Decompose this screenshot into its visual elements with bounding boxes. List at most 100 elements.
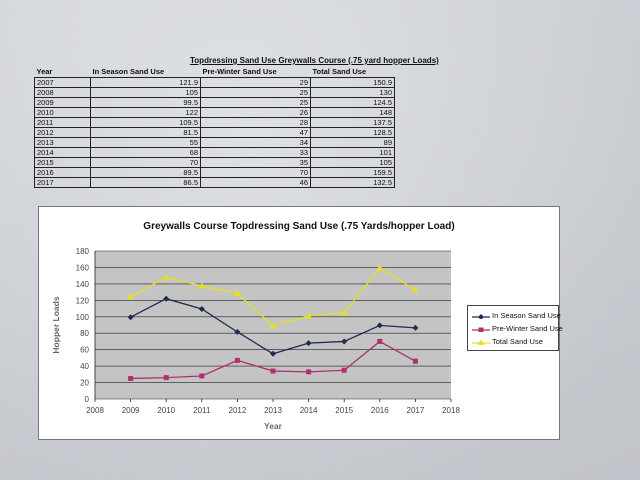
x-axis-label: Year — [264, 421, 283, 431]
legend-label: In Season Sand Use — [492, 311, 561, 320]
legend-marker — [472, 339, 490, 345]
cell-year: 2010 — [34, 107, 91, 118]
cell-year: 2015 — [34, 157, 91, 168]
cell-pre-winter: 29 — [200, 77, 311, 88]
series-2-point — [234, 357, 240, 363]
legend-item: In Season Sand Use — [470, 310, 561, 322]
table-row: 2009 99.5 25 124.5 — [34, 97, 395, 108]
cell-total: 105 — [310, 157, 395, 168]
chart-legend: In Season Sand Use Pre-Winter Sand Use Tot… — [467, 305, 563, 351]
cell-in-season: 86.5 — [90, 177, 201, 188]
y-tick-label: 100 — [76, 313, 90, 322]
cell-in-season: 89.5 — [90, 167, 201, 178]
cell-year: 2016 — [34, 167, 91, 178]
y-tick-label: 180 — [76, 247, 90, 256]
y-tick-label: 80 — [80, 329, 89, 338]
cell-total: 124.5 — [310, 97, 395, 108]
chart-title: Greywalls Course Topdressing Sand Use (.… — [143, 221, 454, 232]
series-3-point — [162, 273, 170, 280]
table-row: 2010 122 26 148 — [34, 107, 395, 118]
series-3-point — [233, 289, 241, 296]
table-header-row: Year In Season Sand Use Pre-Winter Sand … — [35, 66, 395, 78]
series-3-point — [376, 264, 384, 271]
table-title: Topdressing Sand Use Greywalls Course (.… — [190, 56, 439, 65]
cell-total: 128.5 — [310, 127, 395, 138]
table-row: 2008 105 25 130 — [34, 87, 395, 98]
series-3-point — [127, 293, 135, 300]
series-2-point — [128, 375, 134, 381]
table-row: 2014 68 33 101 — [34, 147, 395, 158]
cell-in-season: 70 — [90, 157, 201, 168]
cell-total: 150.9 — [310, 77, 395, 88]
table-row: 2011 109.5 28 137.5 — [34, 117, 395, 128]
header-in-season: In Season Sand Use — [92, 67, 165, 76]
legend-label: Pre-Winter Sand Use — [492, 324, 563, 333]
cell-pre-winter: 25 — [200, 87, 311, 98]
cell-in-season: 109.5 — [90, 117, 201, 128]
x-tick-label: 2008 — [86, 406, 104, 415]
cell-year: 2008 — [34, 87, 91, 98]
series-1-point — [163, 295, 170, 302]
legend-marker — [472, 314, 490, 319]
x-tick-label: 2017 — [407, 406, 425, 415]
header-pre-winter: Pre-Winter Sand Use — [202, 67, 277, 76]
x-tick-label: 2018 — [442, 406, 460, 415]
legend-item: Pre-Winter Sand Use — [470, 323, 563, 335]
cell-total: 89 — [310, 137, 395, 148]
series-2-point — [163, 375, 169, 381]
table-row: 2007 121.9 29 150.9 — [34, 77, 395, 88]
series-3-point — [305, 312, 313, 319]
cell-pre-winter: 35 — [200, 157, 311, 168]
y-tick-label: 120 — [76, 296, 90, 305]
series-1-point — [341, 338, 348, 345]
cell-pre-winter: 47 — [200, 127, 311, 138]
series-1-point — [198, 305, 205, 312]
table-body: 2007 121.9 29 150.9 2008 105 25 130 2009 99.5 25 12… — [34, 77, 395, 188]
series-3-point — [411, 286, 419, 293]
series-3-point — [340, 309, 348, 316]
header-year: Year — [36, 67, 53, 76]
series-2-point — [199, 373, 205, 379]
legend-label: Total Sand Use — [492, 337, 543, 346]
series-2-point — [306, 369, 312, 375]
series-1-point — [412, 324, 419, 331]
table-row: 2013 55 34 89 — [34, 137, 395, 148]
series-2-point — [412, 358, 418, 364]
table-row: 2012 81.5 47 128.5 — [34, 127, 395, 138]
cell-total: 101 — [310, 147, 395, 158]
cell-total: 130 — [310, 87, 395, 98]
y-axis-label: Hopper Loads — [51, 296, 61, 353]
cell-total: 132.5 — [310, 177, 395, 188]
y-tick-label: 160 — [76, 263, 90, 272]
x-tick-label: 2016 — [371, 406, 389, 415]
cell-in-season: 55 — [90, 137, 201, 148]
y-tick-label: 20 — [80, 379, 89, 388]
table-row: 2016 89.5 70 159.5 — [34, 167, 395, 178]
cell-pre-winter: 33 — [200, 147, 311, 158]
cell-in-season: 68 — [90, 147, 201, 158]
cell-year: 2009 — [34, 97, 91, 108]
cell-year: 2017 — [34, 177, 91, 188]
x-tick-label: 2009 — [122, 406, 140, 415]
series-1-point — [270, 350, 276, 357]
cell-total: 148 — [310, 107, 395, 118]
x-tick-label: 2015 — [335, 406, 353, 415]
series-3-point — [269, 322, 277, 329]
series-3-point — [198, 282, 206, 289]
x-tick-label: 2014 — [300, 406, 318, 415]
cell-pre-winter: 28 — [200, 117, 311, 128]
cell-pre-winter: 25 — [200, 97, 311, 108]
cell-pre-winter: 26 — [200, 107, 311, 118]
table-row: 2017 86.5 46 132.5 — [34, 177, 395, 188]
series-2-point — [377, 338, 383, 344]
chart-container: 0 20 40 60 80 100 120 140 160 180 2008 2009 2010 2011… — [38, 206, 563, 440]
cell-in-season: 122 — [90, 107, 201, 118]
cell-year: 2007 — [34, 77, 91, 88]
y-tick-label: 40 — [80, 362, 89, 371]
x-tick-label: 2011 — [193, 406, 211, 415]
series-1-point — [376, 322, 383, 329]
cell-in-season: 121.9 — [90, 77, 201, 88]
y-tick-label: 0 — [85, 395, 90, 404]
cell-year: 2013 — [34, 137, 91, 148]
x-tick-label: 2012 — [229, 406, 247, 415]
